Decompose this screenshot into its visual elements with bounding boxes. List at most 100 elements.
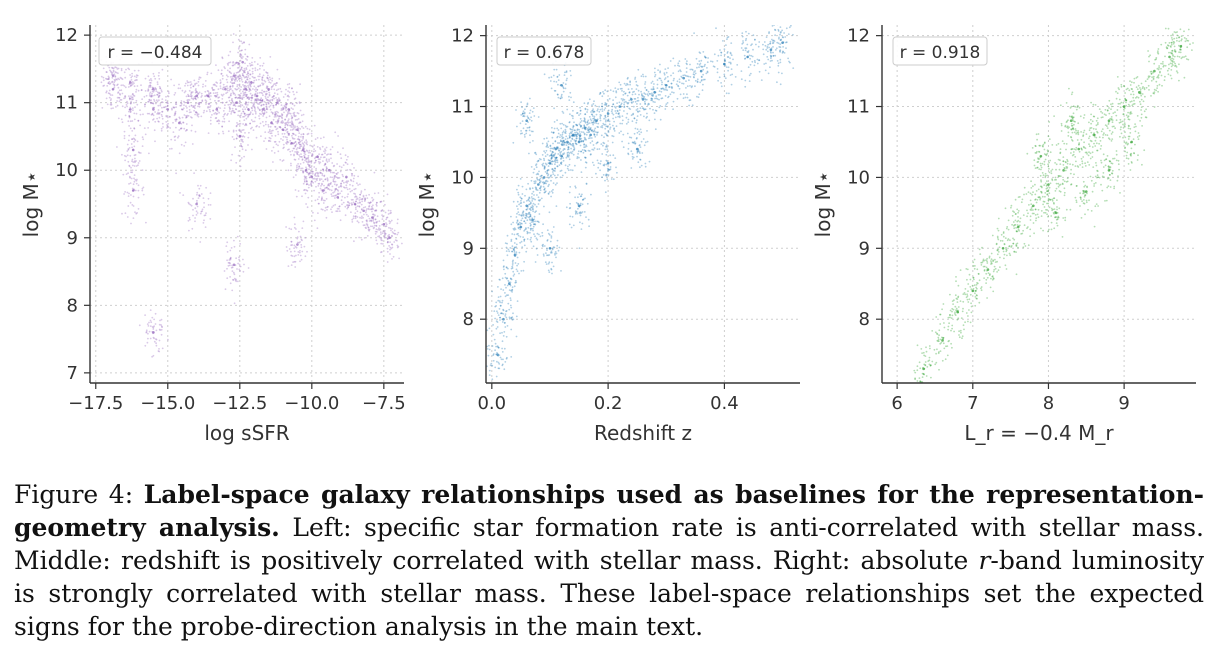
cloud-point [965, 312, 968, 314]
cloud-point [544, 190, 547, 193]
cloud-point [291, 87, 293, 90]
cloud-point [631, 158, 634, 160]
cloud-point [267, 79, 270, 81]
cloud-point [238, 62, 240, 65]
cloud-point [253, 94, 256, 96]
cloud-point [238, 128, 241, 131]
cloud-point [132, 109, 134, 111]
cloud-point [609, 128, 611, 130]
cloud-point [528, 197, 531, 200]
cloud-point [291, 132, 294, 135]
cloud-point [672, 91, 675, 94]
cloud-point [508, 317, 511, 320]
cloud-point [247, 75, 250, 77]
cloud-point [545, 263, 548, 265]
cloud-point [323, 156, 326, 159]
cloud-point [569, 215, 572, 218]
cloud-point [355, 196, 358, 198]
cloud-point [382, 243, 384, 245]
cloud-point [304, 188, 306, 191]
cloud-point [338, 205, 341, 208]
cloud-point [134, 189, 137, 192]
cloud-point [551, 156, 553, 159]
cloud-point [530, 236, 532, 239]
cloud-point [615, 90, 618, 93]
cloud-point [152, 118, 155, 120]
cloud-point [519, 202, 522, 205]
cloud-point [285, 106, 288, 109]
cloud-point [274, 112, 277, 115]
cloud-point [560, 140, 562, 143]
cloud-point [189, 203, 192, 206]
cloud-point [261, 89, 263, 92]
cloud-point [556, 159, 559, 162]
cloud-point [577, 202, 580, 205]
cloud-point [656, 87, 659, 89]
cloud-point [249, 73, 252, 76]
cloud-point [549, 240, 552, 243]
cloud-point [584, 120, 586, 123]
cloud-point [560, 158, 562, 160]
cloud-point [500, 312, 503, 314]
cloud-point [777, 64, 780, 67]
cloud-point [579, 135, 581, 138]
cloud-point [118, 92, 121, 95]
cloud-point [156, 83, 159, 86]
cloud-point [616, 102, 618, 104]
cloud-point [551, 168, 553, 171]
cloud-point [295, 91, 298, 94]
cloud-point [695, 57, 698, 60]
cloud-point [322, 168, 325, 171]
cloud-point [551, 126, 553, 129]
cloud-point [754, 38, 756, 41]
cloud-point [239, 59, 242, 62]
cloud-point [316, 227, 319, 230]
y-tick-label-2: 10 [451, 167, 474, 188]
cloud-point [576, 128, 579, 131]
cloud-point [352, 201, 355, 204]
cloud-point [274, 125, 276, 128]
cloud-point [181, 89, 184, 92]
cloud-point [523, 238, 526, 241]
cloud-point [646, 104, 649, 106]
data-point-29 [290, 141, 293, 145]
cloud-point [628, 136, 631, 139]
cloud-point [204, 214, 207, 217]
cloud-point [380, 237, 383, 240]
cloud-point [505, 277, 508, 280]
cloud-point [380, 239, 382, 241]
cloud-point [314, 150, 317, 152]
cloud-point [642, 75, 645, 78]
cloud-point [365, 227, 367, 230]
cloud-point [586, 108, 589, 111]
cloud-point [320, 153, 323, 156]
cloud-point [384, 234, 386, 237]
cloud-point [495, 327, 498, 330]
cloud-point [242, 123, 245, 125]
cloud-point [280, 120, 283, 123]
cloud-point [266, 85, 269, 88]
cloud-point [207, 132, 210, 135]
cloud-point [248, 83, 251, 85]
cloud-point [276, 98, 279, 101]
cloud-point [516, 233, 518, 236]
cloud-point [700, 79, 703, 82]
cloud-point [538, 158, 541, 160]
cloud-point [685, 87, 687, 89]
cloud-point [240, 138, 243, 141]
cloud-point [539, 186, 542, 189]
cloud-point [492, 353, 495, 355]
cloud-point [229, 282, 232, 285]
cloud-point [127, 86, 130, 88]
cloud-point [131, 204, 134, 206]
cloud-point [137, 162, 140, 164]
cloud-point [108, 66, 111, 69]
cloud-point [556, 136, 558, 139]
cloud-point [235, 137, 238, 140]
cloud-point [219, 87, 222, 90]
cloud-point [306, 206, 309, 209]
cloud-point [152, 72, 155, 75]
cloud-point [919, 380, 922, 383]
cloud-point [525, 250, 528, 253]
cloud-point [254, 111, 257, 113]
